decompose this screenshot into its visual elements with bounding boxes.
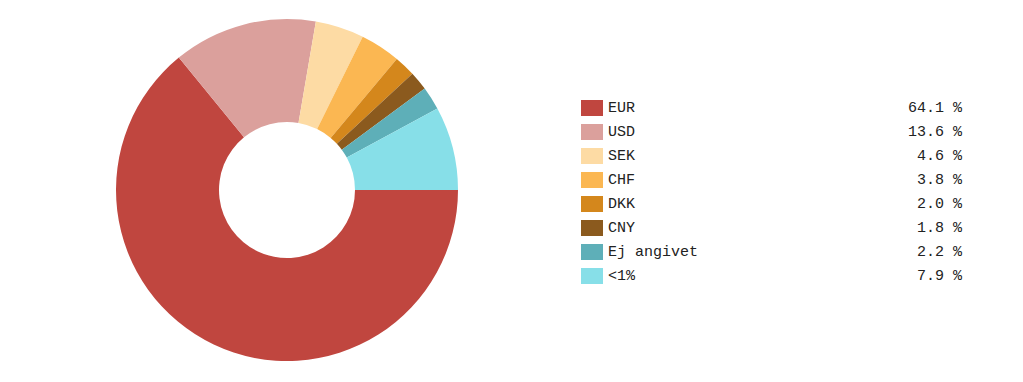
- svg-text:SEK: SEK: [608, 148, 635, 165]
- svg-text:3.8 %: 3.8 %: [917, 172, 963, 189]
- svg-text:EUR: EUR: [608, 100, 635, 117]
- svg-text:2.2 %: 2.2 %: [917, 244, 963, 261]
- svg-text:Ej angivet: Ej angivet: [608, 244, 698, 261]
- svg-text:64.1 %: 64.1 %: [908, 100, 963, 117]
- svg-text:<1%: <1%: [608, 268, 636, 285]
- svg-text:USD: USD: [608, 124, 635, 141]
- svg-text:7.9 %: 7.9 %: [917, 268, 963, 285]
- svg-text:4.6 %: 4.6 %: [917, 148, 963, 165]
- svg-text:1.8 %: 1.8 %: [917, 220, 963, 237]
- svg-text:DKK: DKK: [608, 196, 635, 213]
- svg-text:CNY: CNY: [608, 220, 635, 237]
- svg-text:CHF: CHF: [608, 172, 635, 189]
- svg-text:2.0 %: 2.0 %: [917, 196, 963, 213]
- svg-text:13.6 %: 13.6 %: [908, 124, 963, 141]
